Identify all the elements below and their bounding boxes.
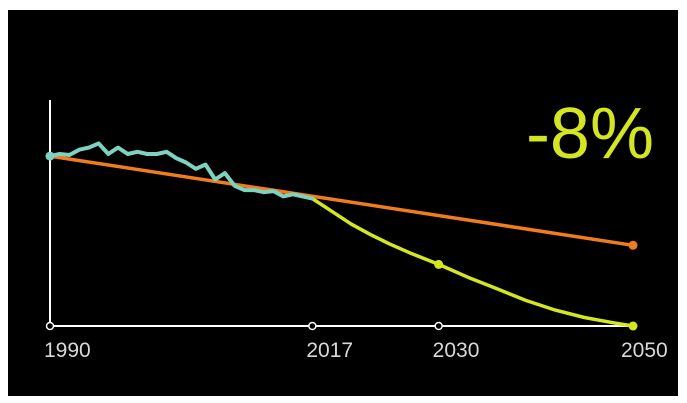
reduction-annotation: -8% — [526, 94, 654, 174]
x-tick-label-2050: 2050 — [621, 339, 668, 362]
chart-series — [45, 141, 638, 331]
x-tick-marker-1990 — [45, 321, 55, 331]
series-line-linear-trend — [48, 154, 635, 248]
series-line-historical — [48, 141, 315, 201]
x-tick-marker-2030 — [434, 321, 443, 331]
x-tick-label-2030: 2030 — [433, 339, 480, 362]
chart-frame: 1990 2017 2030 2050 -8% — [8, 10, 678, 396]
emissions-chart: 1990 2017 2030 2050 -8% — [44, 94, 668, 362]
x-tick-label-2017: 2017 — [306, 339, 353, 362]
x-tick-label-1990: 1990 — [44, 339, 91, 362]
series-point-reduction-path-2050 — [628, 321, 638, 331]
series-point-reduction-path-2030 — [434, 259, 444, 269]
series-line-reduction-path — [310, 196, 635, 328]
chart-axes — [49, 100, 637, 327]
x-tick-marker-2017 — [308, 321, 317, 331]
x-axis-ticks: 1990 2017 2030 2050 — [44, 321, 668, 362]
series-point-linear-trend-2050 — [628, 240, 638, 250]
series-point-historical-start — [45, 151, 55, 161]
